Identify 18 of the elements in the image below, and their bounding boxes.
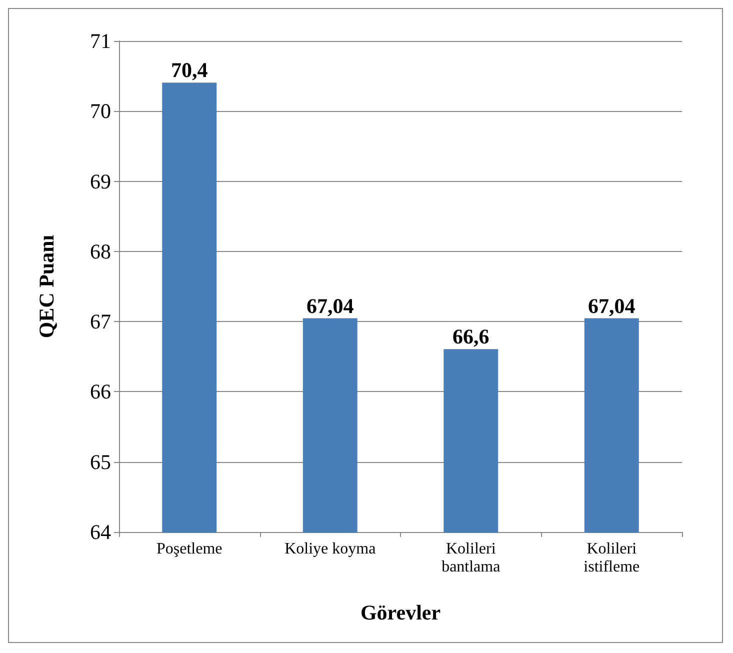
x-tick-label: Kolileri istifleme — [584, 540, 640, 576]
data-label: 67,04 — [306, 294, 354, 318]
y-tick-label: 67 — [90, 310, 111, 334]
y-tick-label: 65 — [90, 450, 111, 474]
x-tick-label: Koliye koyma — [284, 540, 376, 558]
y-tick-label: 68 — [90, 239, 111, 264]
data-label: 70,4 — [171, 58, 208, 82]
data-label: 67,04 — [588, 294, 636, 318]
x-axis-title: Görevler — [360, 600, 441, 624]
y-tick-label: 64 — [90, 520, 112, 544]
x-tick-label: Kolileri bantlama — [442, 540, 500, 576]
y-tick-label: 70 — [90, 99, 111, 124]
y-tick-label: 66 — [90, 380, 111, 404]
data-label: 66,6 — [452, 324, 490, 349]
y-axis-title: QEC Puanı — [34, 234, 58, 338]
x-tick-label: Poşetleme — [156, 540, 222, 558]
y-tick-label: 69 — [90, 169, 111, 194]
y-tick-label: 71 — [90, 29, 111, 53]
